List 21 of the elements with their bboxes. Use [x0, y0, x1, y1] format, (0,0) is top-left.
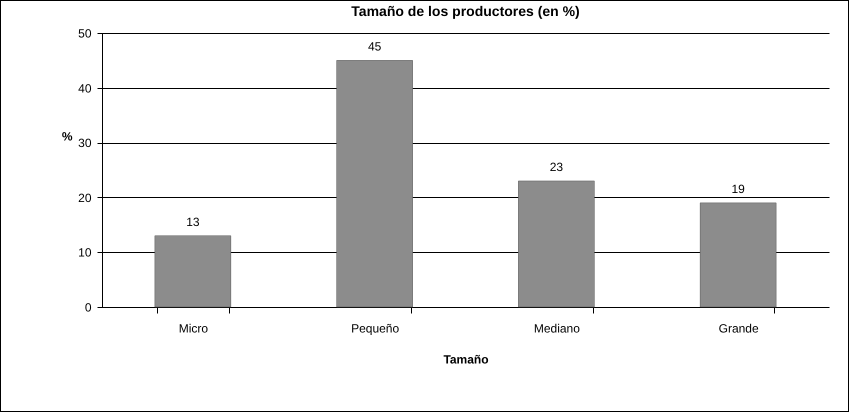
y-tick-label: 50: [78, 26, 92, 40]
data-label: 13: [186, 214, 200, 229]
data-label: 23: [550, 160, 564, 174]
x-tick-label: Micro: [178, 322, 208, 336]
x-tick-label: Pequeño: [351, 322, 400, 336]
y-tick-label: 30: [78, 136, 92, 150]
y-tick-label: 0: [84, 300, 92, 314]
bar: [336, 60, 413, 308]
chart-title: Tamaño de los productores (en %): [351, 3, 580, 19]
x-tick-label: Grande: [718, 322, 759, 336]
y-tick-label: 20: [78, 190, 92, 205]
x-axis-title: Tamaño: [443, 352, 489, 366]
data-label: 45: [368, 39, 382, 54]
bar: [518, 180, 595, 308]
bar: [154, 236, 232, 308]
data-label: 19: [731, 182, 746, 196]
y-axis-title: %: [62, 130, 73, 144]
y-tick-label: 10: [78, 246, 92, 260]
y-tick-label: 40: [78, 81, 92, 96]
x-tick-label: Mediano: [534, 322, 580, 336]
bar: [700, 202, 776, 308]
